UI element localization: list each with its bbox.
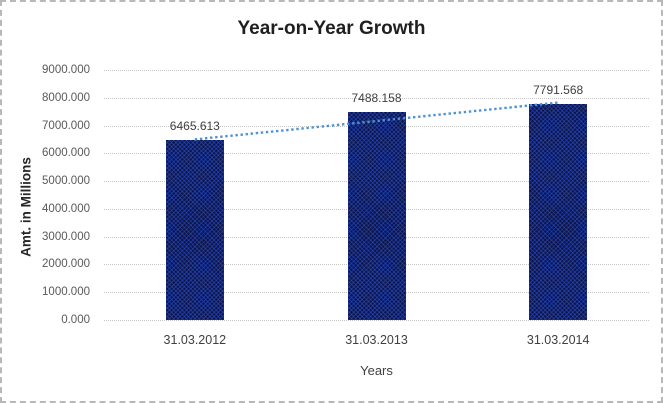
chart-title: Year-on-Year Growth	[237, 18, 426, 39]
plot-area: 6465.613 7488.158 7791.568	[104, 70, 649, 321]
data-label: 7488.158	[351, 90, 402, 105]
y-tick-label: 6000.000	[42, 147, 90, 160]
y-tick-label: 1000.000	[42, 286, 90, 299]
y-tick-label: 2000.000	[42, 258, 90, 271]
y-tick-label: 3000.000	[42, 230, 90, 243]
y-tick-label: 9000.000	[42, 64, 90, 76]
x-axis-title: Years	[360, 363, 393, 378]
gridline	[104, 320, 649, 321]
x-tick-label: 31.03.2013	[345, 333, 408, 347]
y-tick-label: 7000.000	[42, 119, 90, 132]
bar-31.03.2013	[347, 112, 406, 320]
y-tick-label: 5000.000	[42, 175, 90, 188]
x-tick-label: 31.03.2014	[526, 333, 590, 347]
data-label: 7791.568	[533, 82, 584, 97]
y-tick-label: 0.000	[61, 314, 90, 326]
y-tick-label: 8000.000	[42, 91, 90, 104]
gridline	[104, 97, 649, 99]
data-label: 6465.613	[169, 119, 220, 134]
x-tick-label: 31.03.2012	[163, 333, 227, 347]
gridline	[104, 70, 649, 71]
bar-31.03.2014	[529, 103, 588, 320]
y-tick-label: 4000.000	[42, 202, 90, 215]
bar-31.03.2012	[165, 140, 224, 320]
